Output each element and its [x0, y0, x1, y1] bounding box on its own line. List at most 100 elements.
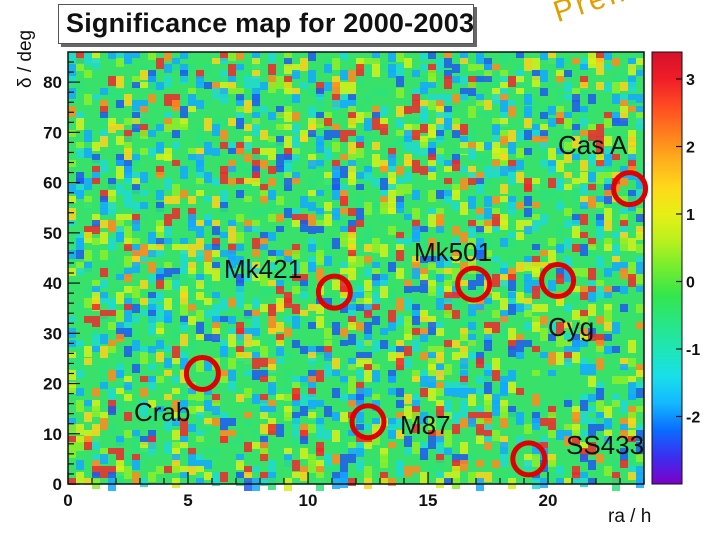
heatmap-cell	[412, 400, 420, 409]
heatmap-cell	[332, 472, 340, 479]
heatmap-cell	[172, 346, 180, 358]
heatmap-cell	[340, 286, 348, 296]
heatmap-cell	[236, 214, 244, 222]
heatmap-cell	[572, 268, 580, 276]
source-marker-mk421	[315, 273, 353, 311]
heatmap-cell	[244, 178, 252, 184]
heatmap-cell	[244, 196, 252, 202]
heatmap-cell	[612, 154, 620, 160]
heatmap-cell	[252, 76, 260, 88]
y-axis-label: δ / deg	[15, 29, 36, 88]
heatmap-cell	[492, 160, 500, 170]
heatmap-cell	[340, 304, 348, 313]
heatmap-cell	[572, 478, 580, 484]
heatmap-cell	[620, 358, 628, 367]
heatmap-cell	[532, 268, 540, 277]
heatmap-cell	[316, 424, 324, 430]
heatmap-cell	[556, 466, 564, 475]
heatmap-cell	[620, 286, 628, 294]
heatmap-cell	[236, 64, 244, 71]
heatmap-cell	[404, 100, 412, 108]
heatmap-cell	[476, 172, 484, 183]
heatmap-cell	[604, 82, 612, 92]
heatmap-cell	[108, 424, 116, 434]
heatmap-cell	[196, 250, 204, 261]
heatmap-cell	[236, 478, 244, 486]
heatmap-cell	[364, 322, 372, 334]
heatmap-cell	[372, 382, 380, 391]
heatmap-cell	[276, 196, 284, 205]
heatmap-cell	[180, 94, 188, 105]
heatmap-cell	[292, 148, 300, 158]
heatmap-cell	[108, 322, 116, 330]
heatmap-cell	[348, 478, 356, 486]
heatmap-cell	[244, 184, 252, 190]
heatmap-cell	[268, 136, 276, 145]
heatmap-cell	[468, 106, 476, 118]
heatmap-cell	[436, 400, 444, 410]
heatmap-cell	[476, 154, 484, 162]
heatmap-cell	[180, 166, 188, 179]
heatmap-cell	[188, 406, 196, 414]
heatmap-cell	[340, 196, 348, 206]
heatmap-cell	[276, 250, 284, 256]
heatmap-cell	[172, 466, 180, 473]
heatmap-cell	[244, 442, 252, 452]
heatmap-cell	[340, 208, 348, 218]
heatmap-cell	[444, 388, 452, 396]
heatmap-cell	[276, 346, 284, 356]
heatmap-cell	[396, 136, 404, 147]
heatmap-cell	[476, 208, 484, 216]
heatmap-cell	[356, 340, 364, 350]
heatmap-cell	[364, 94, 372, 102]
heatmap-cell	[620, 82, 628, 91]
heatmap-cell	[460, 148, 468, 154]
heatmap-cell	[596, 334, 604, 344]
heatmap-cell	[580, 334, 588, 340]
heatmap-cell	[596, 316, 604, 324]
heatmap-cell	[372, 106, 380, 114]
heatmap-cell	[516, 160, 524, 170]
heatmap-cell	[68, 64, 76, 76]
heatmap-cell	[636, 244, 644, 253]
heatmap-cell	[268, 214, 276, 222]
heatmap-cell	[436, 256, 444, 268]
heatmap-cell	[636, 118, 644, 130]
heatmap-cell	[316, 220, 324, 226]
heatmap-cell	[396, 166, 404, 175]
heatmap-cell	[588, 334, 596, 341]
heatmap-cell	[276, 340, 284, 348]
heatmap-cell	[540, 478, 548, 488]
heatmap-cell	[420, 388, 428, 397]
heatmap-cell	[604, 406, 612, 419]
heatmap-cell	[308, 388, 316, 397]
heatmap-cell	[412, 466, 420, 473]
heatmap-cell	[332, 370, 340, 376]
heatmap-cell	[580, 436, 588, 447]
heatmap-cell	[468, 148, 476, 160]
heatmap-cell	[180, 388, 188, 397]
heatmap-cell	[212, 394, 220, 403]
heatmap-cell	[572, 310, 580, 320]
heatmap-cell	[532, 184, 540, 191]
heatmap-cell	[236, 106, 244, 117]
heatmap-cell	[228, 160, 236, 171]
heatmap-cell	[492, 430, 500, 441]
heatmap-cell	[436, 328, 444, 336]
heatmap-cell	[580, 292, 588, 300]
heatmap-cell	[220, 472, 228, 482]
heatmap-cell	[204, 118, 212, 131]
heatmap-cell	[116, 364, 124, 373]
heatmap-cell	[364, 292, 372, 301]
heatmap-cell	[380, 244, 388, 257]
heatmap-cell	[316, 460, 324, 467]
heatmap-cell	[260, 358, 268, 367]
heatmap-cell	[212, 244, 220, 250]
heatmap-cell	[516, 172, 524, 183]
heatmap-cell	[340, 166, 348, 178]
heatmap-cell	[500, 202, 508, 212]
y-tick-label: 50	[43, 224, 62, 243]
heatmap-cell	[372, 262, 380, 268]
heatmap-cell	[276, 112, 284, 118]
heatmap-cell	[220, 370, 228, 379]
